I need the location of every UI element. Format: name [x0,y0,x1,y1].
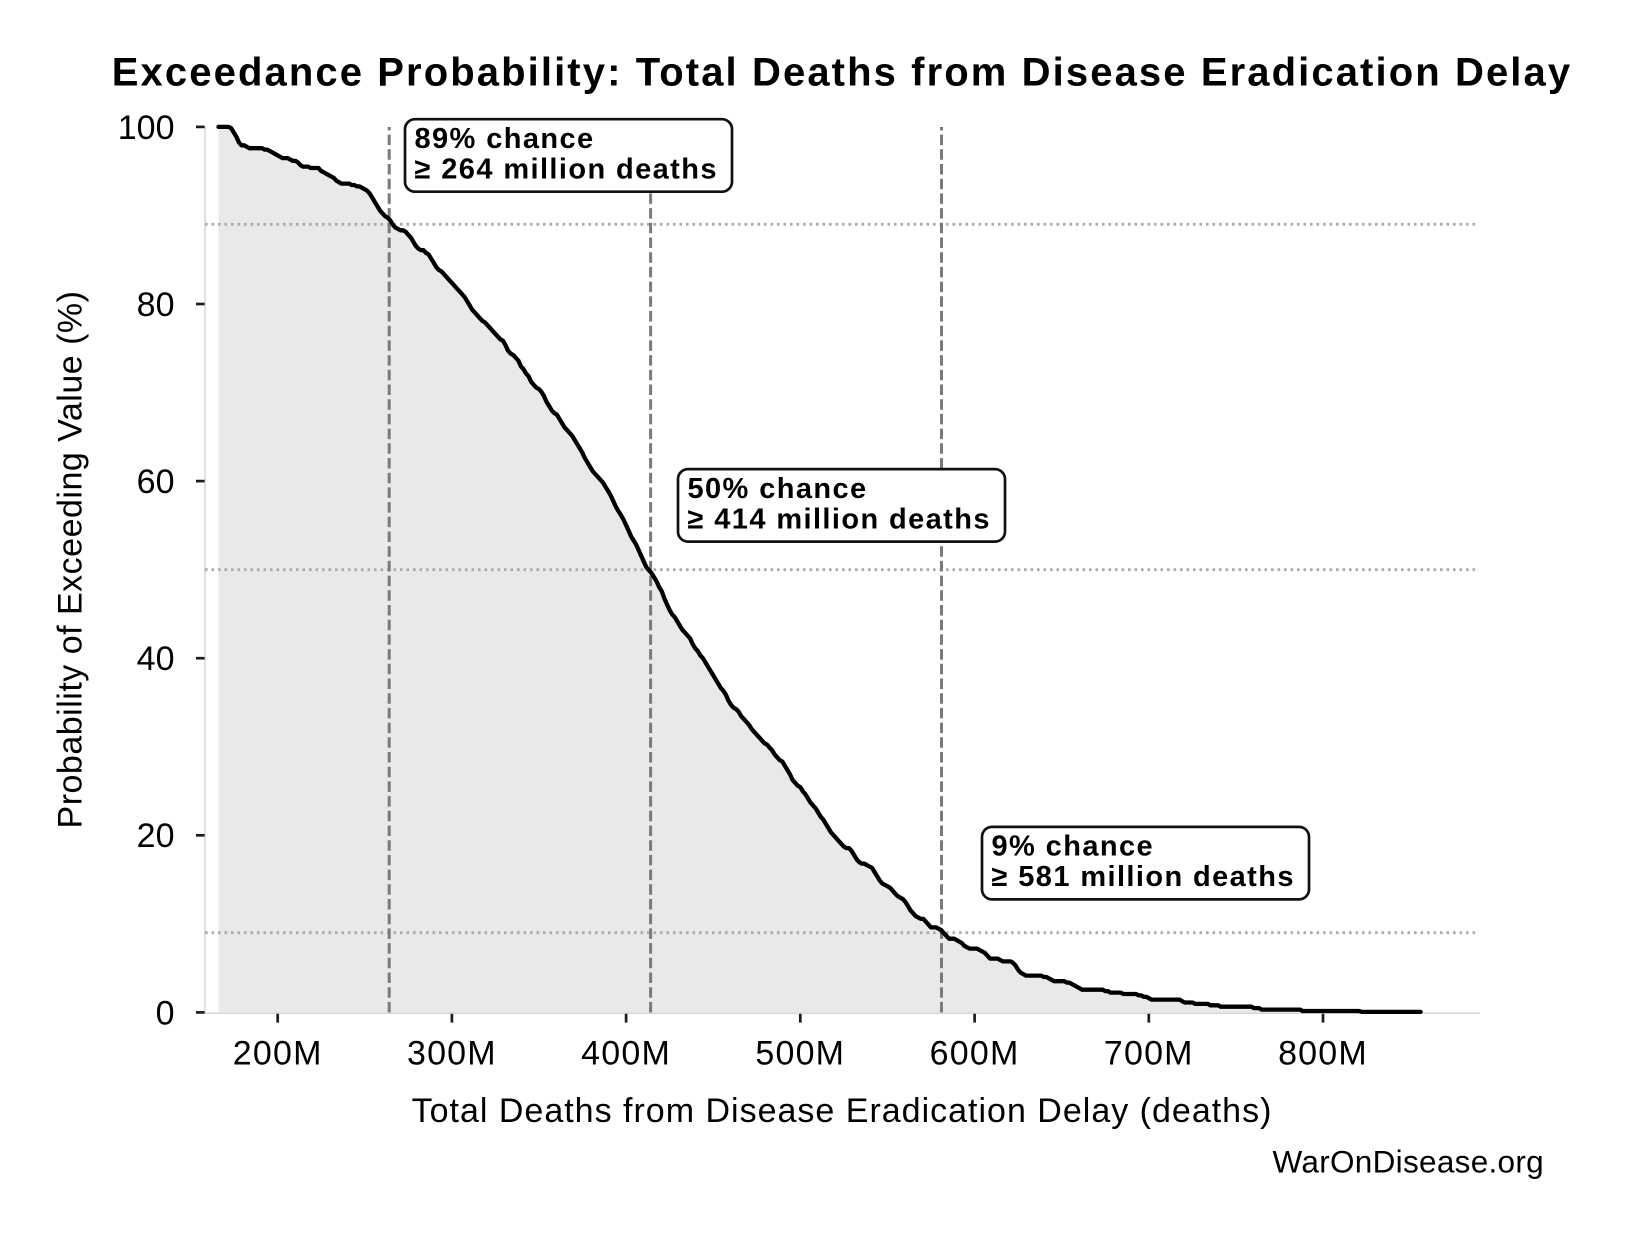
svg-text:500M: 500M [755,1035,845,1073]
svg-text:≥ 581 million deaths: ≥ 581 million deaths [992,861,1295,893]
svg-text:89% chance: 89% chance [415,123,595,155]
svg-text:WarOnDisease.org: WarOnDisease.org [1273,1143,1544,1179]
svg-text:9% chance: 9% chance [992,831,1155,863]
svg-text:100: 100 [118,109,175,147]
svg-text:60: 60 [137,463,175,501]
svg-text:80: 80 [137,286,175,324]
svg-text:Probability of Exceeding Value: Probability of Exceeding Value (%) [52,291,90,829]
svg-text:400M: 400M [581,1035,671,1073]
svg-text:300M: 300M [407,1035,497,1073]
svg-text:50% chance: 50% chance [688,473,868,505]
svg-text:600M: 600M [930,1035,1020,1073]
svg-text:40: 40 [137,640,175,678]
svg-text:200M: 200M [233,1035,323,1073]
svg-text:Exceedance Probability: Total: Exceedance Probability: Total Deaths fro… [112,51,1572,95]
svg-text:800M: 800M [1278,1035,1368,1073]
svg-text:≥ 414 million deaths: ≥ 414 million deaths [688,503,991,535]
svg-text:700M: 700M [1104,1035,1194,1073]
svg-text:20: 20 [137,817,175,855]
svg-text:≥ 264 million deaths: ≥ 264 million deaths [415,153,718,185]
svg-text:0: 0 [156,994,175,1032]
svg-text:Total Deaths from Disease Erad: Total Deaths from Disease Eradication De… [412,1092,1273,1130]
